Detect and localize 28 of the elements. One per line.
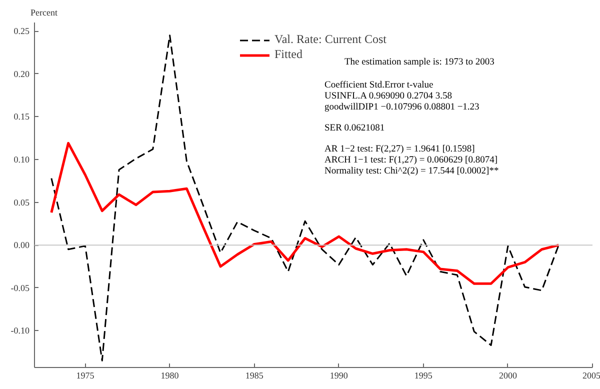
x-tick-label: 1995 [414,370,433,380]
legend-label: Val. Rate: Current Cost [274,32,386,47]
line-series [50,142,560,285]
annotation: Coefficient Std.Error t-value [324,80,434,90]
annotation: Normality test: Chi^2(2) = 17.544 [0.0002]** [324,166,499,176]
legend-label: Fitted [274,47,303,62]
annotation: The estimation sample is: 1973 to 2003 [344,58,495,68]
annotation: SER 0.0621081 [324,124,385,134]
x-tick-label: 1990 [330,370,348,380]
x-tick-label: 1980 [160,370,180,380]
y-tick-label: 0.00 [14,240,30,250]
line-series [50,34,560,362]
y-tick-label: 0.05 [14,197,30,208]
x-tick-label: 2005 [582,370,600,380]
y-tick-label: 0.15 [14,112,30,122]
y-tick-label: 0.20 [14,68,30,79]
x-tick-label: 1985 [245,370,264,380]
y-tick-label: -0.10 [10,326,30,336]
y-tick-label: -0.05 [10,282,30,293]
annotation: ARCH 1−1 test: F(1,27) = 0.060629 [0.8074] [324,156,498,166]
y-axis-title: Percent [30,8,58,18]
annotation: goodwillDIP1 −0.107996 0.08801 −1.23 [324,102,480,112]
annotation: AR 1−2 test: F(2,27) = 1.9641 [0.1598] [324,144,475,154]
x-tick-label: 2000 [498,370,518,380]
annotation: USINFL.A 0.969090 0.2704 3.58 [324,92,452,102]
y-tick-label: 0.25 [14,26,30,36]
y-tick-label: 0.10 [14,154,30,164]
x-tick-label: 1975 [76,370,95,380]
